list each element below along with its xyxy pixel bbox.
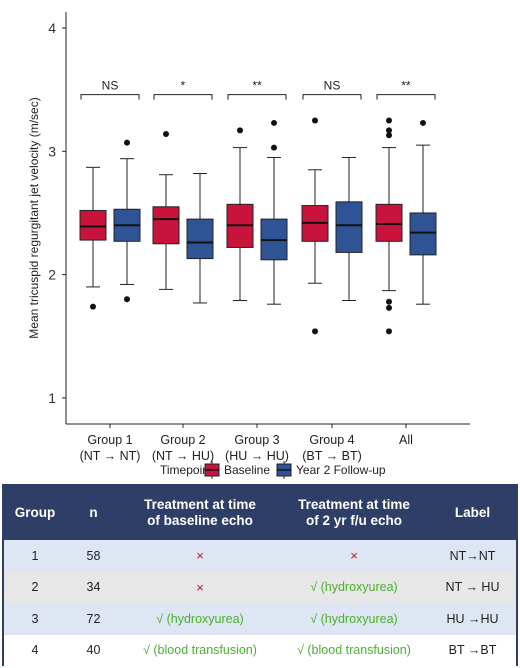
significance-label: NS: [324, 79, 341, 93]
legend: Timepoint Baseline Year 2 Follow-up: [160, 461, 386, 479]
x-tick-label: (BT → BT): [302, 449, 362, 463]
outlier-point: [386, 328, 392, 335]
group-treatment-table: Group n Treatment at time of baseline ec…: [2, 484, 518, 666]
cell-label: NT→NT: [449, 548, 496, 563]
cell-label: NT → HU: [445, 580, 500, 595]
box-plot-chart: 1 2 3 4 Mean tricuspid regurgitant jet veloc…: [27, 12, 470, 479]
outlier-point: [312, 328, 318, 335]
outlier-point: [237, 127, 243, 134]
box-baseline: [375, 117, 403, 335]
table-row: 2 34 × √ (hydroxyurea) NT → HU: [4, 571, 516, 603]
box-followup: [113, 139, 141, 303]
y-tick-label: 4: [48, 20, 56, 36]
cell-followup-treatment: √ (hydroxyurea): [310, 611, 398, 626]
x-tick-label: (HU → HU): [225, 449, 289, 463]
significance-bracket: [80, 94, 140, 100]
outlier-point: [386, 117, 392, 124]
table-row: 4 40 √ (blood transfusion) √ (blood tran…: [4, 634, 516, 666]
legend-label: Baseline: [224, 463, 270, 477]
significance-bracket: [153, 94, 213, 100]
outlier-point: [386, 132, 392, 139]
box-followup: [186, 172, 214, 304]
y-tick-label: 3: [48, 143, 56, 159]
outlier-point: [163, 131, 169, 138]
box-baseline: [226, 127, 254, 301]
x-tick-label: Group 4: [309, 433, 354, 447]
iqr-box: [79, 209, 107, 241]
box-followup: [260, 119, 288, 305]
cell-label: HU →HU: [446, 611, 499, 626]
cell-group: 1: [31, 548, 39, 563]
cell-n: 34: [86, 580, 101, 595]
cell-baseline-treatment: √ (blood transfusion): [143, 643, 257, 658]
header-followup-treatment: Treatment at time of 2 yr f/u echo: [279, 486, 429, 540]
box-followup: [335, 156, 363, 301]
outlier-point: [124, 139, 130, 146]
y-axis-label: Mean tricuspid regurgitant jet velocity …: [27, 97, 41, 338]
legend-label: Year 2 Follow-up: [296, 463, 386, 477]
significance-label: *: [181, 79, 186, 93]
table-row: 1 58 × × NT→NT: [4, 540, 516, 572]
significance-annotations: NS * ** NS **: [80, 79, 436, 100]
table-row: 3 72 √ (hydroxyurea) √ (hydroxyurea) HU …: [4, 603, 516, 635]
box-baseline: [301, 117, 329, 335]
outlier-point: [386, 304, 392, 311]
significance-bracket: [376, 94, 436, 100]
x-tick-label: Group 2: [160, 433, 205, 447]
cell-n: 72: [86, 611, 101, 626]
x-tick-label: Group 1: [87, 433, 132, 447]
header-baseline-text: Treatment at time of baseline echo: [144, 497, 256, 528]
header-group: Group: [14, 505, 56, 520]
header-n: n: [89, 505, 98, 520]
cell-baseline-treatment: ×: [196, 579, 204, 595]
cell-n: 58: [86, 548, 101, 563]
cell-baseline-treatment: ×: [196, 548, 204, 564]
iqr-box: [375, 203, 403, 242]
cell-label: BT →BT: [448, 643, 497, 658]
iqr-box: [335, 201, 363, 253]
y-tick-label: 1: [48, 390, 56, 406]
cell-followup-treatment: √ (blood transfusion): [297, 643, 411, 658]
significance-label: **: [252, 79, 262, 93]
outlier-point: [90, 303, 96, 310]
x-tick-label: (NT → NT): [80, 449, 141, 463]
cell-group: 4: [31, 643, 39, 658]
outlier-point: [386, 298, 392, 305]
header-label: Label: [454, 505, 491, 520]
iqr-box: [409, 212, 437, 256]
outlier-point: [124, 296, 130, 303]
cell-group: 3: [31, 611, 39, 626]
outlier-point: [271, 144, 277, 151]
x-tick-label: (NT → HU): [152, 449, 214, 463]
cell-n: 40: [86, 643, 101, 658]
x-tick-label: All: [399, 433, 413, 447]
box-plot-series: [79, 117, 437, 335]
outlier-point: [420, 119, 426, 126]
axes: 1 2 3 4 Mean tricuspid regurgitant jet veloc…: [27, 12, 470, 463]
cell-group: 2: [31, 580, 39, 595]
iqr-box: [152, 206, 180, 245]
box-baseline: [152, 131, 180, 290]
cell-baseline-treatment: √ (hydroxyurea): [156, 611, 244, 626]
outlier-point: [312, 117, 318, 124]
significance-label: **: [401, 79, 411, 93]
y-tick-label: 2: [48, 267, 56, 283]
x-tick-label: Group 3: [234, 433, 279, 447]
iqr-box: [186, 218, 214, 260]
header-followup-text: Treatment at time of 2 yr f/u echo: [298, 497, 410, 528]
legend-title: Timepoint: [160, 463, 213, 477]
cell-followup-treatment: ×: [350, 548, 358, 564]
cell-followup-treatment: √ (hydroxyurea): [310, 580, 398, 595]
outlier-point: [271, 119, 277, 126]
header-baseline-treatment: Treatment at time of baseline echo: [121, 486, 279, 540]
significance-label: NS: [102, 79, 119, 93]
outlier-point: [386, 127, 392, 134]
significance-bracket: [227, 94, 287, 100]
table-header-row: Group n Treatment at time of baseline ec…: [4, 486, 516, 540]
box-followup: [409, 119, 437, 305]
significance-bracket: [302, 94, 362, 100]
box-baseline: [79, 166, 107, 310]
